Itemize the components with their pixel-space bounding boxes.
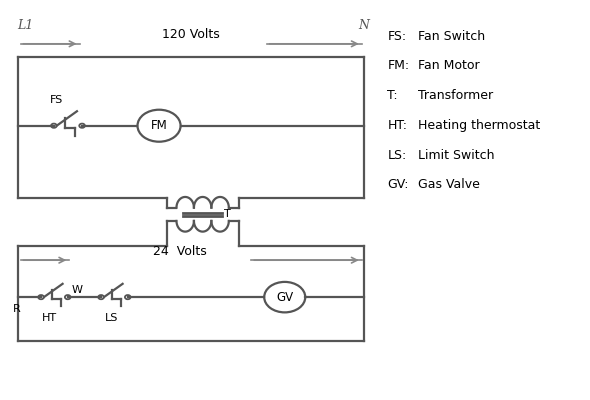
Text: FM: FM xyxy=(150,119,168,132)
Text: 120 Volts: 120 Volts xyxy=(162,28,219,41)
Text: GV: GV xyxy=(276,291,293,304)
Text: R: R xyxy=(13,304,21,314)
Text: GV:: GV: xyxy=(388,178,409,191)
Text: HT: HT xyxy=(42,313,57,323)
Text: HT:: HT: xyxy=(388,119,407,132)
Text: N: N xyxy=(358,19,369,32)
Text: Transformer: Transformer xyxy=(418,89,493,102)
Text: LS: LS xyxy=(105,313,119,323)
Text: T:: T: xyxy=(388,89,398,102)
Text: LS:: LS: xyxy=(388,148,407,162)
Text: L1: L1 xyxy=(17,19,33,32)
Text: Limit Switch: Limit Switch xyxy=(418,148,494,162)
Text: FS: FS xyxy=(50,95,63,105)
Text: 24  Volts: 24 Volts xyxy=(153,244,206,258)
Text: FM:: FM: xyxy=(388,60,409,72)
Text: Heating thermostat: Heating thermostat xyxy=(418,119,540,132)
Text: Fan Motor: Fan Motor xyxy=(418,60,480,72)
Text: Fan Switch: Fan Switch xyxy=(418,30,485,43)
Text: W: W xyxy=(72,284,83,294)
Text: FS:: FS: xyxy=(388,30,407,43)
Text: T: T xyxy=(224,210,231,220)
Text: Gas Valve: Gas Valve xyxy=(418,178,480,191)
